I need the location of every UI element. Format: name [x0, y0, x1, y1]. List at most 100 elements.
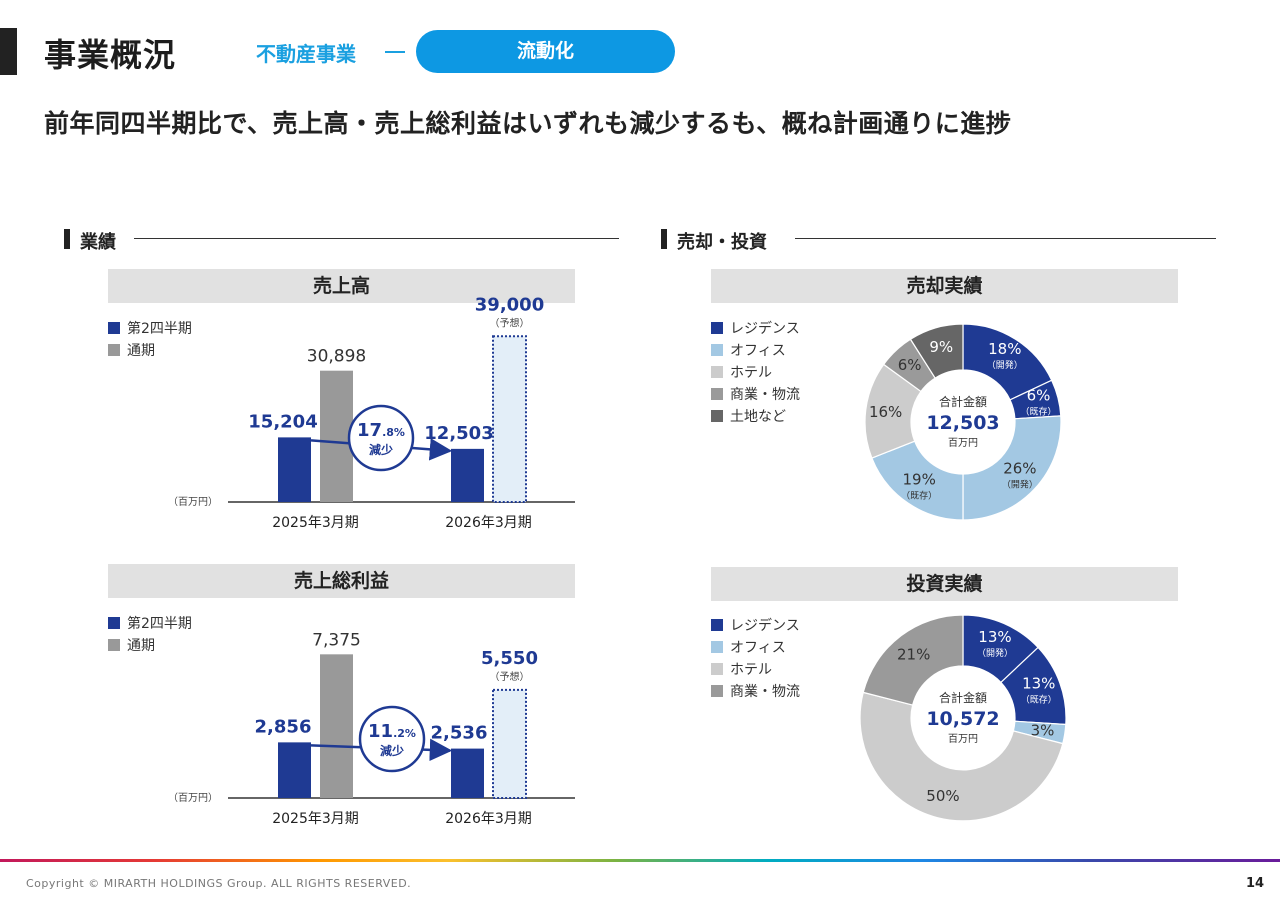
legend-revenue: 第2四半期 通期: [108, 317, 192, 361]
slice-label: 19%: [902, 471, 935, 489]
section-line-right: [795, 238, 1216, 239]
legend-swatch: [711, 410, 723, 422]
bar-full-year-forecast: [492, 335, 527, 503]
slice-label: 26%: [1003, 459, 1036, 477]
section-title-results: 業績: [80, 232, 116, 253]
slice-label: 13%: [978, 628, 1011, 646]
bar-q2: [278, 742, 311, 798]
slice-label: 13%: [1022, 675, 1055, 693]
bar-q2: [451, 448, 484, 502]
legend-swatch: [108, 617, 120, 629]
data-label-full-year: 30,898: [307, 347, 366, 367]
panel-title-investment-results: 投資実績: [711, 567, 1178, 601]
legend-swatch: [711, 685, 723, 697]
business-pill: 流動化: [416, 30, 675, 73]
page-number: 14: [1246, 876, 1265, 891]
slice-label: 16%: [869, 403, 902, 421]
legend-item: オフィス: [711, 339, 800, 361]
unit-label: （百万円）: [168, 792, 218, 804]
legend-item: 通期: [108, 634, 192, 656]
legend-swatch: [108, 322, 120, 334]
category-label: 2026年3月期: [445, 515, 532, 531]
data-label-q2: 15,204: [248, 411, 317, 432]
slice-sublabel: （既存）: [901, 490, 937, 502]
slice-sublabel: （既存）: [1021, 694, 1057, 706]
change-percent-minor: .2%: [393, 727, 416, 740]
legend-item: 土地など: [711, 405, 800, 427]
segment-label: 不動産事業: [256, 42, 356, 66]
legend-item: 第2四半期: [108, 612, 192, 634]
data-label-full-year: 5,550: [481, 648, 538, 669]
legend-item: レジデンス: [711, 614, 800, 636]
section-line-left: [134, 238, 619, 239]
legend-investment-results: レジデンス オフィス ホテル 商業・物流: [711, 614, 800, 702]
donut-hole: [911, 370, 1015, 474]
category-label: 2025年3月期: [272, 811, 359, 827]
center-value: 12,503: [926, 412, 999, 434]
slice-sublabel: （既存）: [1021, 406, 1057, 418]
slice-sublabel: （開発）: [987, 359, 1023, 371]
page-title: 事業概況: [44, 36, 177, 74]
footer-rainbow-line: [0, 859, 1280, 862]
section-bar-left: [64, 229, 70, 249]
slice-sublabel: （開発）: [977, 647, 1013, 659]
change-percent: 11.2%: [368, 721, 416, 742]
legend-item: 商業・物流: [711, 680, 800, 702]
category-label: 2025年3月期: [272, 515, 359, 531]
slice-label: 6%: [898, 356, 922, 374]
legend-gross-profit: 第2四半期 通期: [108, 612, 192, 656]
bar-full-year: [320, 370, 353, 502]
slice-label: 9%: [929, 338, 953, 356]
slice-label: 18%: [988, 340, 1021, 358]
legend-item: 第2四半期: [108, 317, 192, 339]
data-label-full-year: 39,000: [475, 294, 544, 315]
section-title-sales-investment: 売却・投資: [677, 232, 767, 253]
legend-swatch: [711, 344, 723, 356]
legend-item: ホテル: [711, 658, 800, 680]
change-text: 減少: [380, 743, 404, 758]
bar-full-year: [320, 654, 353, 798]
bar-full-year-forecast: [492, 688, 527, 799]
bar-q2: [278, 437, 311, 502]
data-label-q2: 2,856: [255, 716, 312, 737]
change-percent-minor: .8%: [382, 426, 405, 439]
center-label: 合計金額: [939, 394, 987, 409]
panel-title-revenue: 売上高: [108, 269, 575, 303]
legend-sales-results: レジデンス オフィス ホテル 商業・物流 土地など: [711, 317, 800, 427]
unit-label: （百万円）: [168, 496, 218, 508]
legend-item: 通期: [108, 339, 192, 361]
legend-swatch: [711, 641, 723, 653]
slice-label: 6%: [1027, 387, 1051, 405]
change-circle: [347, 404, 415, 472]
legend-item: ホテル: [711, 361, 800, 383]
legend-item: オフィス: [711, 636, 800, 658]
change-percent-major: 17: [357, 420, 382, 441]
center-label: 合計金額: [939, 690, 987, 705]
title-accent-bar: [0, 28, 17, 75]
slice-sublabel: （開発）: [1002, 478, 1038, 490]
data-label-q2: 2,536: [431, 723, 488, 744]
slice-label: 50%: [926, 787, 959, 805]
change-circle: [358, 705, 426, 773]
headline: 前年同四半期比で、売上高・売上総利益はいずれも減少するも、概ね計画通りに進捗: [44, 109, 1012, 138]
bar-q2: [451, 748, 484, 798]
charts-canvas: （百万円）2025年3月期 2026年3月期30,89839,000（予想）15,…: [168, 294, 1067, 827]
center-unit: 百万円: [948, 437, 978, 449]
slice-label: 21%: [897, 645, 930, 663]
segment-dash: [385, 51, 405, 53]
legend-swatch: [108, 639, 120, 651]
legend-item: レジデンス: [711, 317, 800, 339]
slice-label: 3%: [1031, 722, 1055, 740]
category-label: 2026年3月期: [445, 811, 532, 827]
legend-swatch: [108, 344, 120, 356]
legend-swatch: [711, 619, 723, 631]
center-unit: 百万円: [948, 733, 978, 745]
panel-title-gross-profit: 売上総利益: [108, 564, 575, 598]
legend-swatch: [711, 663, 723, 675]
data-label-full-year: 7,375: [312, 630, 361, 650]
legend-swatch: [711, 322, 723, 334]
center-value: 10,572: [926, 708, 999, 730]
change-text: 減少: [369, 442, 393, 457]
section-bar-right: [661, 229, 667, 249]
legend-swatch: [711, 388, 723, 400]
